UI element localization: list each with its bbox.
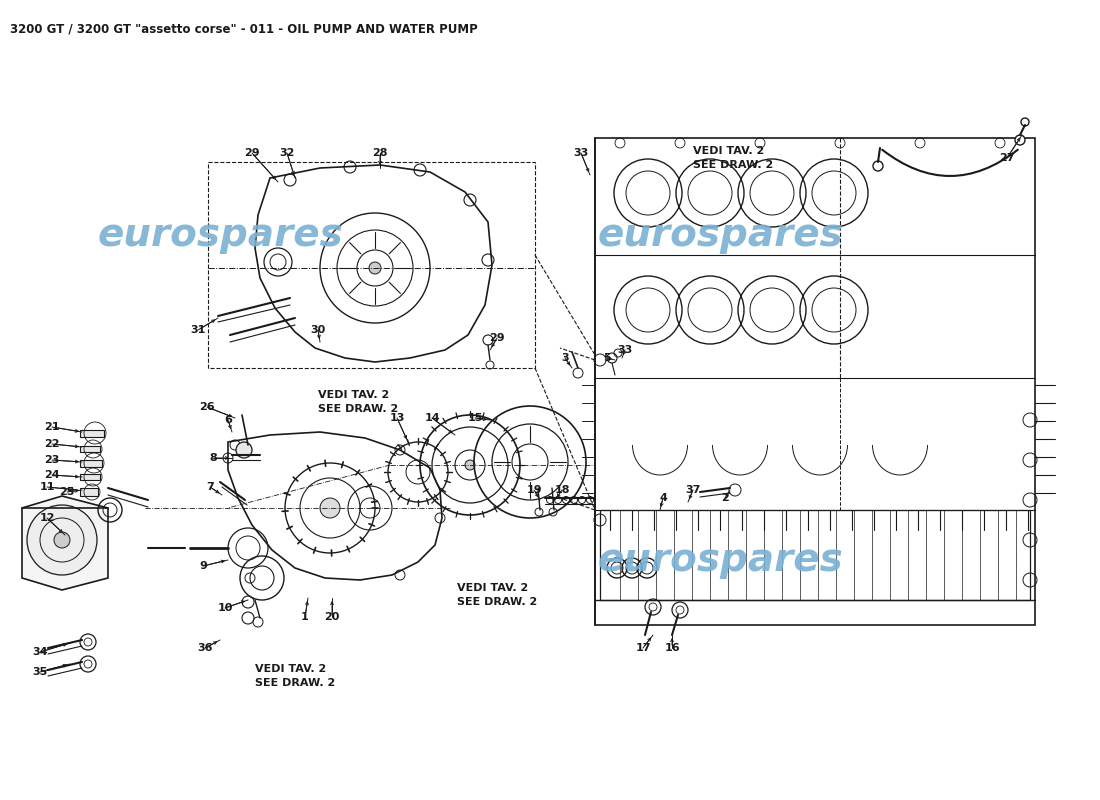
Circle shape xyxy=(320,498,340,518)
Circle shape xyxy=(54,532,70,548)
Text: 23: 23 xyxy=(44,455,59,465)
Text: 34: 34 xyxy=(32,647,47,657)
Text: 32: 32 xyxy=(279,148,295,158)
Text: 3: 3 xyxy=(561,353,569,363)
Text: 7: 7 xyxy=(206,482,213,492)
Text: VEDI TAV. 2
SEE DRAW. 2: VEDI TAV. 2 SEE DRAW. 2 xyxy=(318,390,398,414)
Text: 21: 21 xyxy=(44,422,59,432)
Text: 14: 14 xyxy=(425,413,440,423)
Text: 29: 29 xyxy=(244,148,260,158)
Text: 10: 10 xyxy=(218,603,233,613)
Text: 18: 18 xyxy=(554,485,570,495)
Bar xyxy=(80,460,102,467)
Text: 33: 33 xyxy=(617,345,632,355)
Text: 26: 26 xyxy=(199,402,214,412)
Circle shape xyxy=(368,262,381,274)
Circle shape xyxy=(465,460,475,470)
Text: 4: 4 xyxy=(659,493,667,503)
Bar xyxy=(80,430,104,437)
Text: 35: 35 xyxy=(32,667,47,677)
Text: VEDI TAV. 2
SEE DRAW. 2: VEDI TAV. 2 SEE DRAW. 2 xyxy=(693,146,773,170)
Text: 11: 11 xyxy=(40,482,55,492)
Text: 22: 22 xyxy=(44,439,59,449)
Text: 36: 36 xyxy=(197,643,212,653)
Text: 20: 20 xyxy=(324,612,340,622)
Text: 31: 31 xyxy=(190,325,206,335)
Text: 5: 5 xyxy=(603,353,611,363)
Text: 6: 6 xyxy=(224,415,232,425)
Text: 37: 37 xyxy=(685,485,701,495)
Text: VEDI TAV. 2
SEE DRAW. 2: VEDI TAV. 2 SEE DRAW. 2 xyxy=(456,583,537,607)
Text: 9: 9 xyxy=(199,561,207,571)
Bar xyxy=(80,474,100,480)
Text: 25: 25 xyxy=(59,487,75,497)
Text: VEDI TAV. 2
SEE DRAW. 2: VEDI TAV. 2 SEE DRAW. 2 xyxy=(255,664,336,688)
Text: 3200 GT / 3200 GT "assetto corse" - 011 - OIL PUMP AND WATER PUMP: 3200 GT / 3200 GT "assetto corse" - 011 … xyxy=(10,22,477,35)
Circle shape xyxy=(28,505,97,575)
Text: 19: 19 xyxy=(526,485,542,495)
Polygon shape xyxy=(22,496,108,590)
Text: 29: 29 xyxy=(490,333,505,343)
Text: 1: 1 xyxy=(301,612,309,622)
Text: eurospares: eurospares xyxy=(97,216,343,254)
Text: 17: 17 xyxy=(636,643,651,653)
Text: 30: 30 xyxy=(310,325,326,335)
Text: 15: 15 xyxy=(468,413,483,423)
Text: 2: 2 xyxy=(722,493,729,503)
Circle shape xyxy=(236,442,252,458)
Text: 24: 24 xyxy=(44,470,59,480)
Text: 33: 33 xyxy=(573,148,588,158)
Text: 12: 12 xyxy=(40,513,55,523)
Bar xyxy=(80,446,100,452)
Text: eurospares: eurospares xyxy=(597,216,843,254)
Text: 28: 28 xyxy=(372,148,387,158)
Circle shape xyxy=(1015,135,1025,145)
Text: 27: 27 xyxy=(999,153,1014,163)
Text: 16: 16 xyxy=(664,643,680,653)
Text: 13: 13 xyxy=(389,413,405,423)
Text: eurospares: eurospares xyxy=(597,541,843,579)
Text: 8: 8 xyxy=(209,453,217,463)
Bar xyxy=(80,488,98,496)
